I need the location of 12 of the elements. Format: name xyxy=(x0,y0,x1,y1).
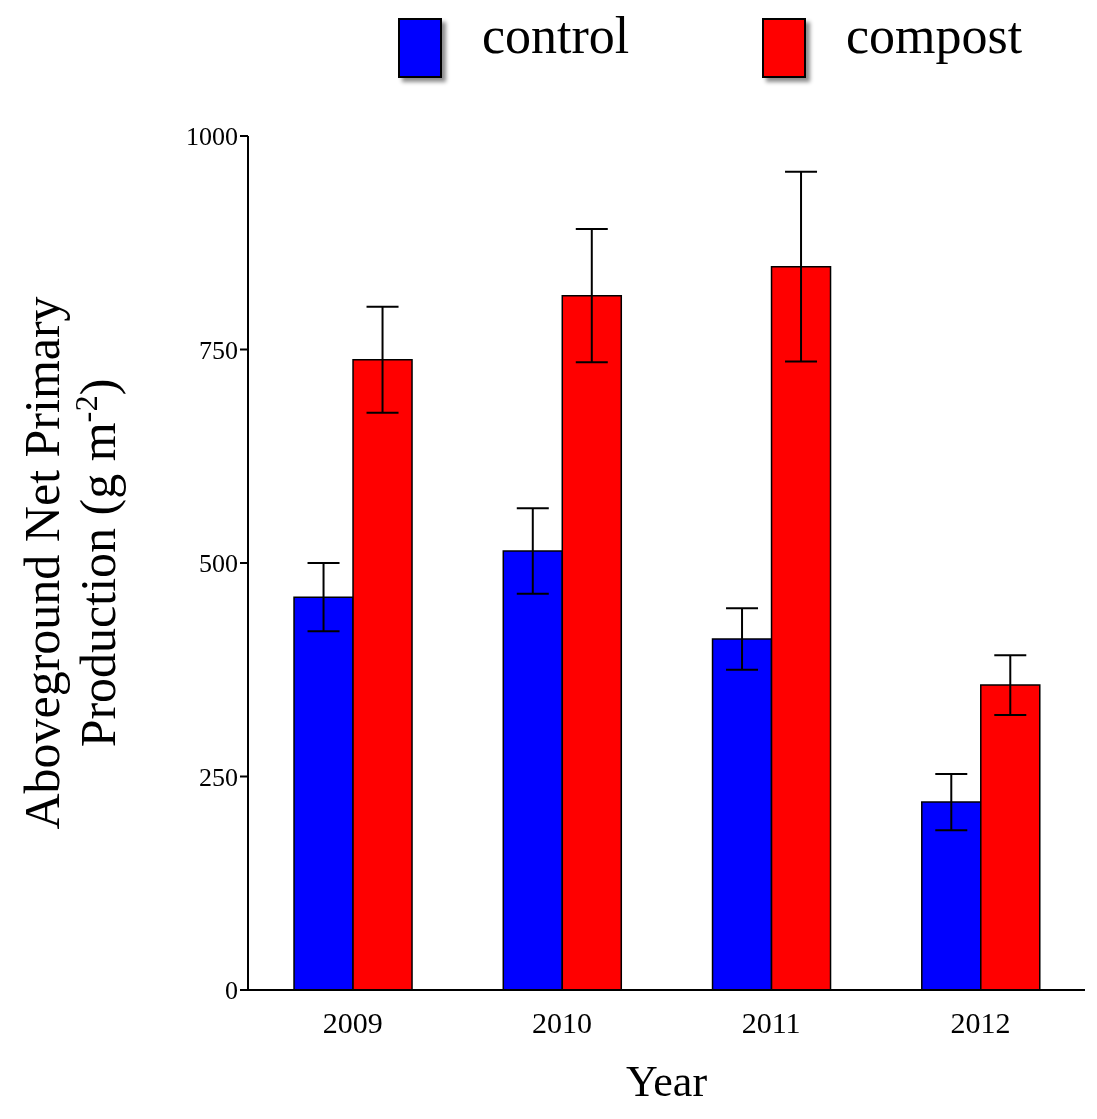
x-axis-title: Year xyxy=(625,1057,708,1106)
y-tick-label: 250 xyxy=(199,762,238,792)
x-tick-label: 2012 xyxy=(950,1006,1011,1040)
y-tick-label: 500 xyxy=(199,549,238,579)
x-tick-label: 2011 xyxy=(741,1006,801,1040)
y-tick-label: 1000 xyxy=(186,122,238,152)
legend-label: control xyxy=(482,7,631,64)
x-tick-label: 2010 xyxy=(531,1006,592,1040)
legend-label: compost xyxy=(846,7,1023,64)
y-tick-label: 0 xyxy=(225,976,238,1006)
y-tick-label: 750 xyxy=(199,335,238,365)
x-tick-label: 2009 xyxy=(322,1006,383,1040)
